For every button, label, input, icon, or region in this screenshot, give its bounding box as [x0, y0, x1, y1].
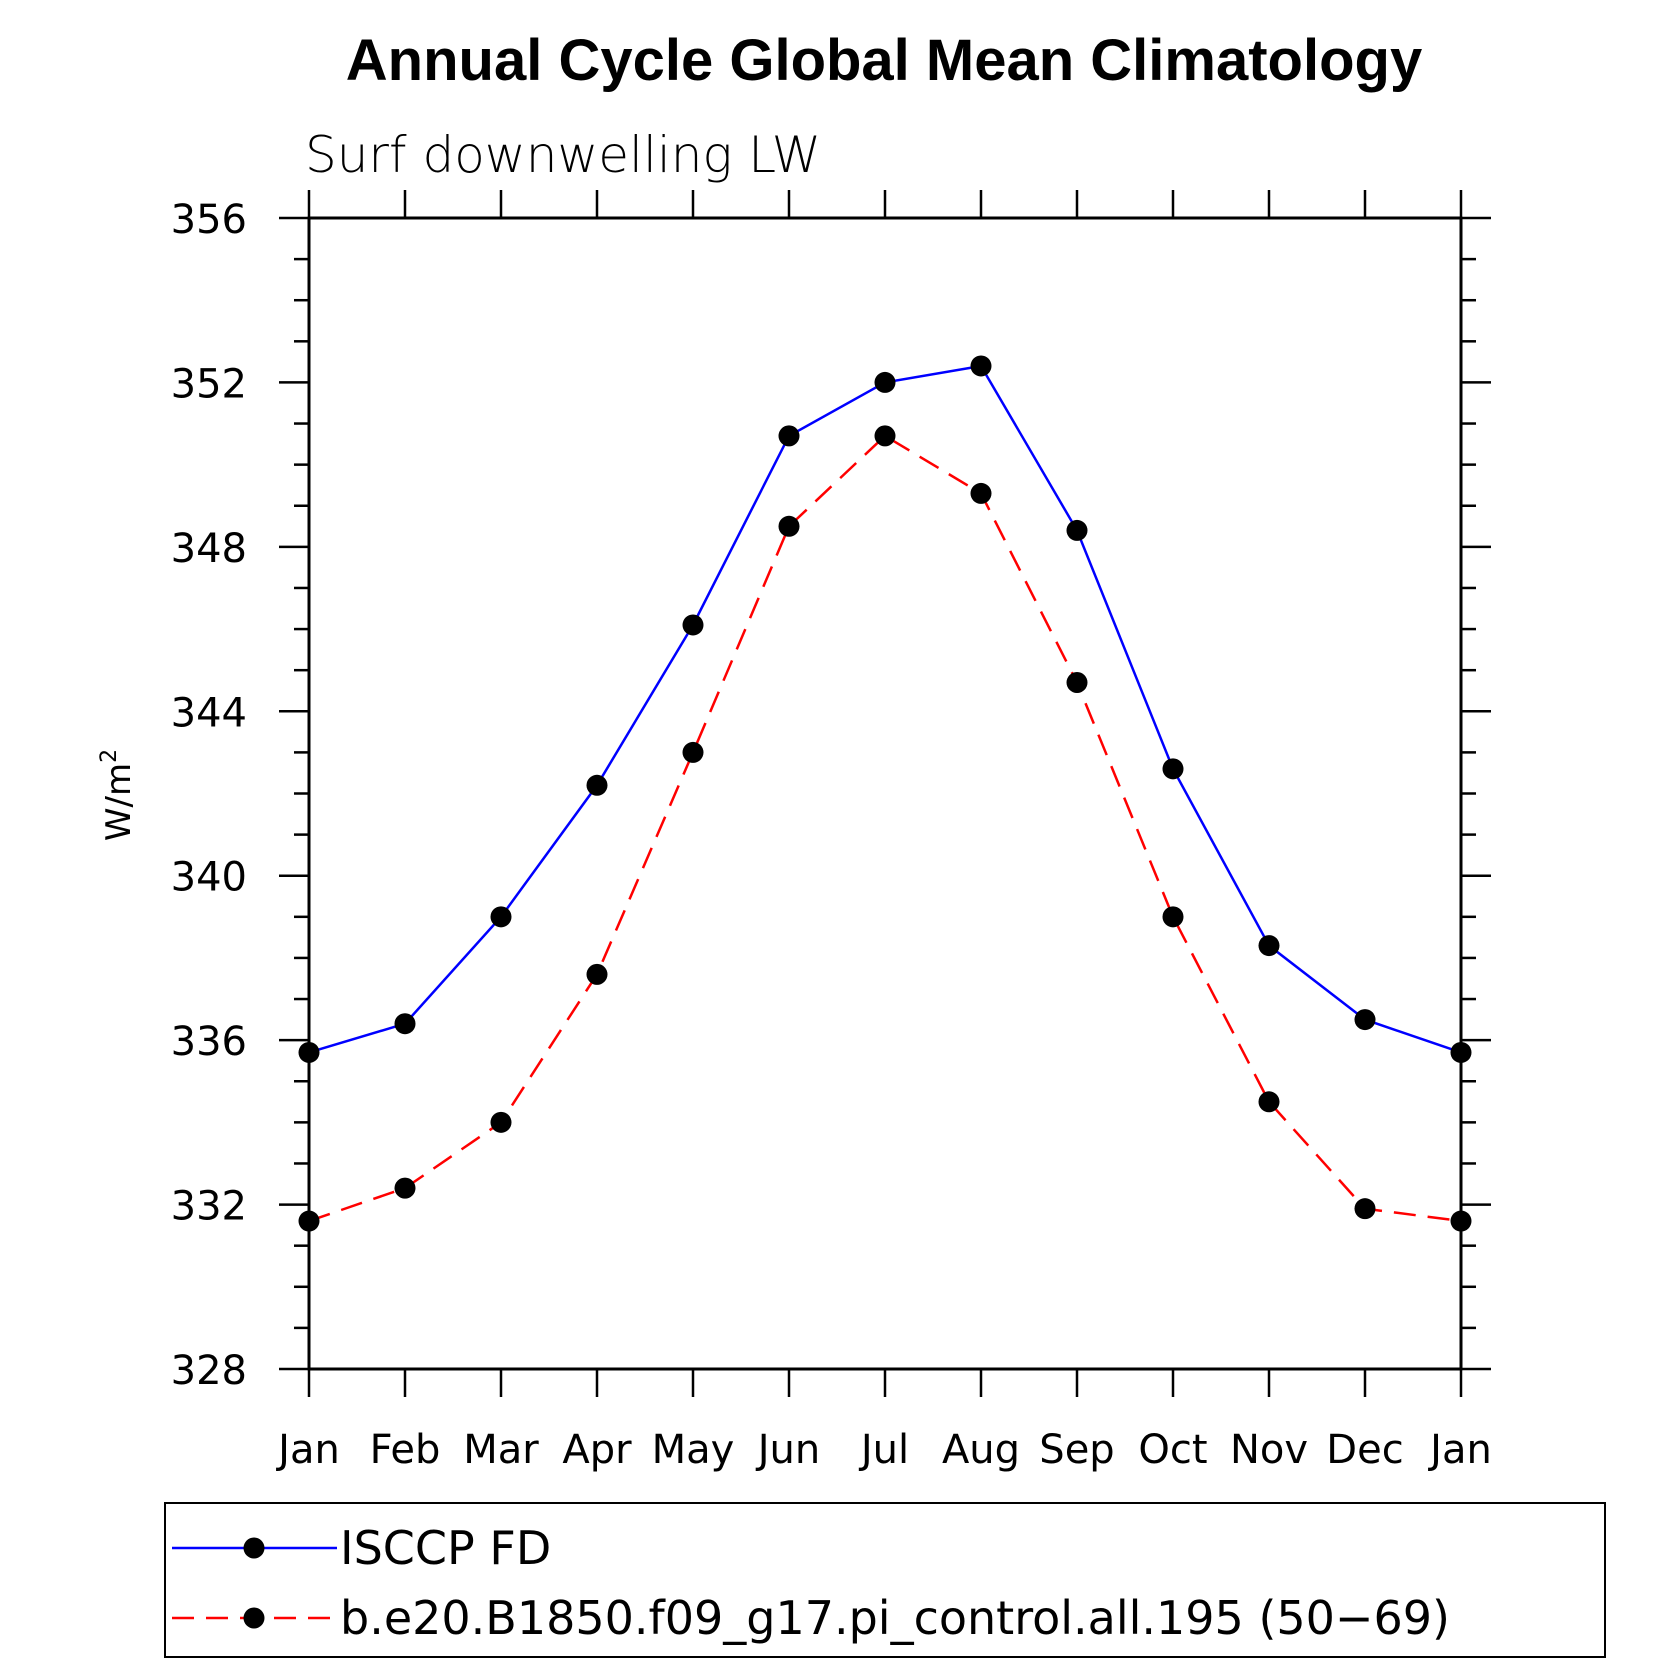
series-1-point: [1066, 672, 1088, 694]
x-tick-label: Apr: [562, 1427, 632, 1473]
legend-marker-1: [243, 1607, 265, 1629]
chart-subtitle: Surf downwelling LW: [305, 126, 821, 184]
series-1-point: [874, 425, 896, 447]
y-axis-label: W/m: [99, 763, 139, 841]
legend-box: [164, 1502, 1606, 1658]
x-tick-label: Aug: [942, 1427, 1020, 1473]
series-line-1: [308, 434, 1462, 1223]
chart-title: Annual Cycle Global Mean Climatology: [346, 28, 1422, 93]
series-1-point: [1162, 906, 1184, 928]
series-1-point: [1258, 1091, 1280, 1113]
y-tick-label: 344: [171, 690, 247, 736]
x-tick-label: Feb: [370, 1427, 441, 1473]
x-tick-label: Dec: [1326, 1427, 1403, 1473]
x-tick-label: Jul: [858, 1427, 909, 1473]
y-tick-label: 340: [171, 855, 247, 901]
series-0-point: [1258, 935, 1280, 957]
series-0-point: [298, 1041, 320, 1063]
series-1-point: [1450, 1210, 1472, 1232]
series-0-point: [490, 906, 512, 928]
y-tick-label: 348: [171, 526, 247, 572]
y-tick-label: 328: [171, 1348, 247, 1394]
series-0-point: [970, 355, 992, 377]
series-0-point: [1450, 1041, 1472, 1063]
axes: 328 332 336 340 344 348 352 356 Jan Feb Mar Apr May J…: [171, 190, 1492, 1473]
series-0-point: [1354, 1009, 1376, 1031]
y-axis-title: W/m2: [97, 749, 139, 841]
series-0-point: [1162, 758, 1184, 780]
x-tick-label: May: [652, 1427, 735, 1473]
x-tick-label: Jan: [275, 1427, 340, 1473]
x-tick-label: Oct: [1138, 1427, 1207, 1473]
y-axis-label-superscript: 2: [97, 749, 122, 763]
series-0-point: [874, 371, 896, 393]
y-tick-label: 336: [171, 1019, 247, 1065]
series-1-point: [394, 1177, 416, 1199]
series-0-point: [1066, 519, 1088, 541]
series-1-point: [298, 1210, 320, 1232]
series-0-point: [682, 614, 704, 636]
series-1-point: [586, 963, 608, 985]
series-0-point: [778, 425, 800, 447]
series-layer: [298, 355, 1472, 1232]
y-tick-label: 352: [171, 361, 247, 407]
x-tick-label: Sep: [1039, 1427, 1114, 1473]
series-1-point: [682, 741, 704, 763]
series-1-point: [778, 515, 800, 537]
series-1-point: [970, 482, 992, 504]
series-1-point: [490, 1111, 512, 1133]
y-tick-label: 332: [171, 1184, 247, 1230]
svg-text:W/m2: W/m2: [97, 749, 139, 841]
x-tick-label: Jan: [1427, 1427, 1492, 1473]
legend-label-0: ISCCP FD: [340, 1521, 551, 1575]
series-line-0: [308, 364, 1462, 1054]
series-1-point: [1354, 1198, 1376, 1220]
series-0-point: [394, 1013, 416, 1035]
legend-marker-0: [243, 1537, 265, 1559]
x-tick-label: Mar: [463, 1427, 539, 1473]
legend-label-1: b.e20.B1850.f09_g17.pi_control.all.195 (…: [340, 1591, 1450, 1645]
series-0-point: [586, 774, 608, 796]
legend: ISCCP FD b.e20.B1850.f09_g17.pi_control.a…: [172, 1521, 1450, 1645]
x-tick-label: Nov: [1230, 1427, 1308, 1473]
x-tick-label: Jun: [755, 1427, 821, 1473]
y-tick-label: 356: [171, 197, 247, 243]
